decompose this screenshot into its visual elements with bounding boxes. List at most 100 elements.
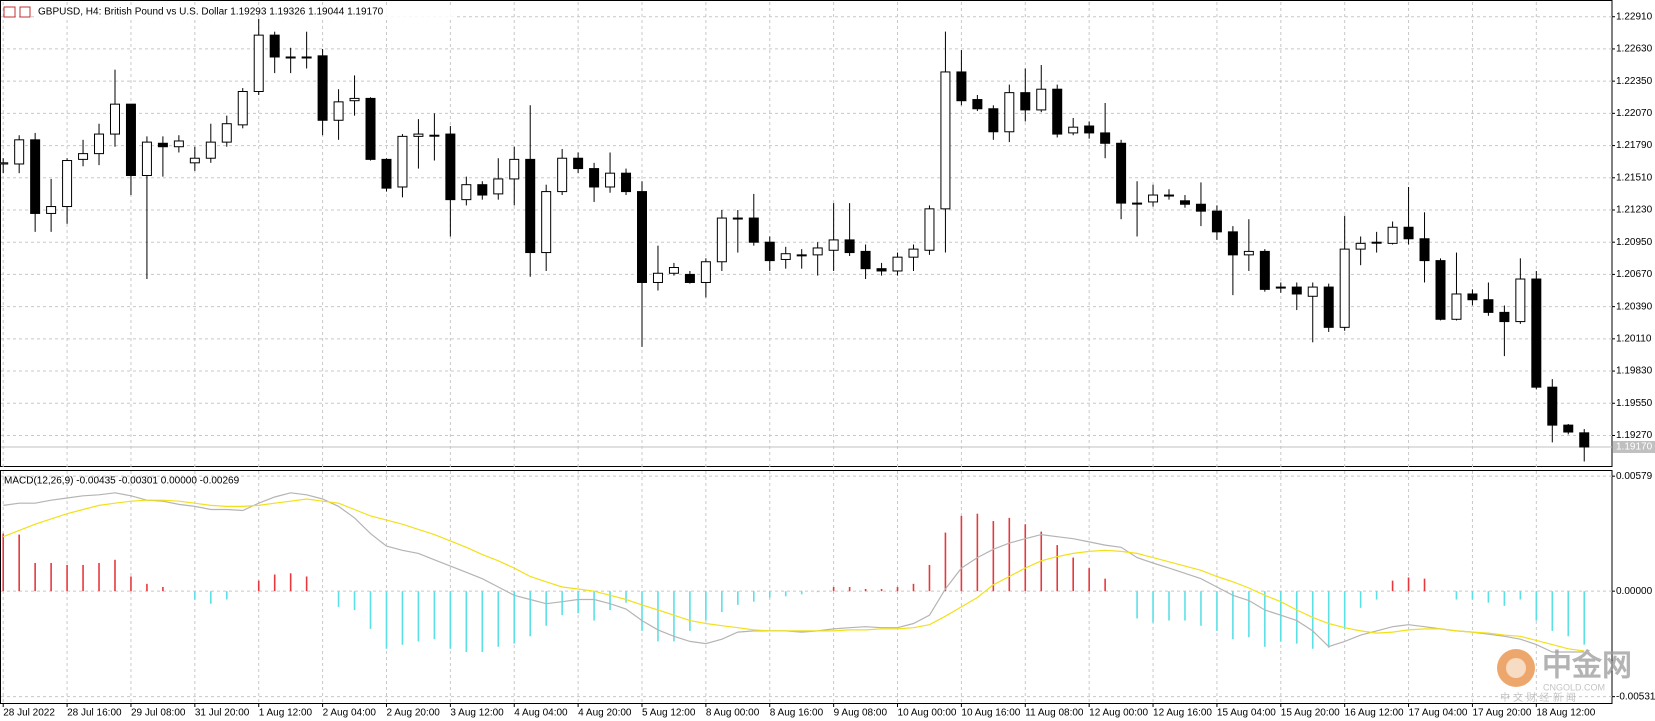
candle-body — [1451, 293, 1462, 320]
macd-panel — [0, 470, 1613, 704]
x-tick-label: 1 Aug 12:00 — [259, 708, 313, 719]
candle-body — [940, 71, 951, 210]
x-tick-label: 4 Aug 20:00 — [578, 708, 632, 719]
candle-body — [205, 141, 216, 159]
x-tick-label: 15 Aug 20:00 — [1281, 708, 1340, 719]
candle-body — [1259, 250, 1270, 290]
candle-body — [46, 206, 57, 214]
candle-body — [1547, 386, 1558, 426]
y-tick-label: 1.20110 — [1616, 333, 1652, 344]
candle-body — [1132, 202, 1143, 205]
y-tick-label: 1.20390 — [1616, 301, 1653, 312]
candle-body — [525, 158, 536, 254]
macd-line — [2, 498, 1585, 652]
icon-window — [3, 6, 16, 18]
candle-body — [78, 153, 89, 160]
last-price-box — [1613, 440, 1655, 453]
x-tick-label: 17 Aug 04:00 — [1409, 708, 1468, 719]
candle-body — [605, 172, 616, 188]
x-tick-label: 9 Aug 08:00 — [834, 708, 888, 719]
candle-body — [0, 162, 9, 165]
candle-body — [1483, 299, 1494, 313]
candle-body — [988, 108, 999, 133]
candle-body — [1243, 250, 1254, 256]
y-tick-label: 0.00000 — [1616, 586, 1653, 597]
x-tick-label: 29 Jul 08:00 — [131, 708, 186, 719]
candle-body — [573, 157, 584, 170]
candle-body — [1467, 293, 1478, 301]
candle-body — [381, 158, 392, 189]
candle-body — [269, 34, 280, 58]
candle-body — [109, 103, 120, 135]
candle-body — [1052, 88, 1063, 135]
candle-body — [892, 256, 903, 272]
candle-body — [429, 134, 440, 137]
candle-body — [413, 133, 424, 137]
x-tick-label: 5 Aug 12:00 — [642, 708, 696, 719]
candle-body — [1531, 278, 1542, 388]
x-tick-label: 15 Aug 04:00 — [1217, 708, 1276, 719]
x-tick-label: 4 Aug 04:00 — [514, 708, 568, 719]
candle-body — [125, 103, 136, 176]
candle-body — [1371, 241, 1382, 244]
candle-body — [301, 56, 312, 59]
candle-body — [62, 160, 73, 208]
candle-body — [30, 139, 41, 214]
candle-body — [1499, 311, 1510, 323]
icon-indicator — [19, 6, 31, 18]
candle-body — [1084, 125, 1095, 134]
macd-title: MACD(12,26,9) -0.00435 -0.00301 0.00000 … — [4, 476, 240, 487]
candle-body — [1307, 286, 1318, 297]
watermark-logo-inner — [1506, 658, 1526, 678]
candle-body — [780, 253, 791, 260]
candle-body — [397, 135, 408, 188]
title-backdrop — [36, 5, 456, 19]
candle-body — [668, 267, 679, 274]
candle-body — [1403, 226, 1414, 240]
x-tick-label: 31 Jul 20:00 — [195, 708, 250, 719]
candle-body — [748, 217, 759, 243]
candle-body — [956, 71, 967, 102]
candle-body — [716, 217, 727, 263]
candle-body — [189, 157, 200, 164]
candle-body — [1148, 194, 1159, 203]
candle-body — [652, 272, 663, 283]
x-tick-label: 8 Aug 16:00 — [770, 708, 824, 719]
watermark-tagline: 中 文 财 经 新 闻 — [1500, 691, 1576, 704]
candle-body — [876, 268, 887, 272]
candle-body — [365, 97, 376, 160]
candle-body — [972, 99, 983, 110]
candle-body — [621, 172, 632, 193]
candle-body — [1036, 88, 1047, 111]
x-tick-label: 3 Aug 12:00 — [450, 708, 504, 719]
candle-body — [349, 97, 360, 102]
candle-body — [1179, 200, 1190, 205]
watermark-site: CNGOLD.COM — [1543, 682, 1605, 692]
candle-body — [812, 247, 823, 256]
x-tick-label: 2 Aug 04:00 — [323, 708, 377, 719]
candle-body — [1419, 238, 1430, 262]
y-tick-label: 1.22350 — [1616, 76, 1653, 87]
candle-body — [94, 133, 105, 155]
candle-body — [509, 158, 520, 180]
y-tick-label: 1.19830 — [1616, 366, 1653, 377]
candle-body — [461, 184, 472, 201]
candle-body — [908, 248, 919, 258]
chart-title: GBPUSD, H4: British Pound vs U.S. Dollar… — [38, 7, 384, 18]
candle-body — [1211, 210, 1222, 233]
y-tick-label: -0.00531 — [1616, 691, 1655, 702]
candle-body — [700, 261, 711, 283]
candle-body — [1563, 424, 1574, 433]
candle-body — [1116, 142, 1127, 204]
candle-body — [1579, 432, 1590, 448]
watermark-brand: 中金网 — [1542, 649, 1632, 684]
candle-body — [317, 55, 328, 121]
candle-body — [1323, 286, 1334, 328]
candle-body — [844, 239, 855, 254]
candle-body — [828, 239, 839, 251]
x-tick-label: 16 Aug 12:00 — [1345, 708, 1404, 719]
candle-body — [1291, 286, 1302, 295]
y-tick-label: 1.20950 — [1616, 237, 1653, 248]
